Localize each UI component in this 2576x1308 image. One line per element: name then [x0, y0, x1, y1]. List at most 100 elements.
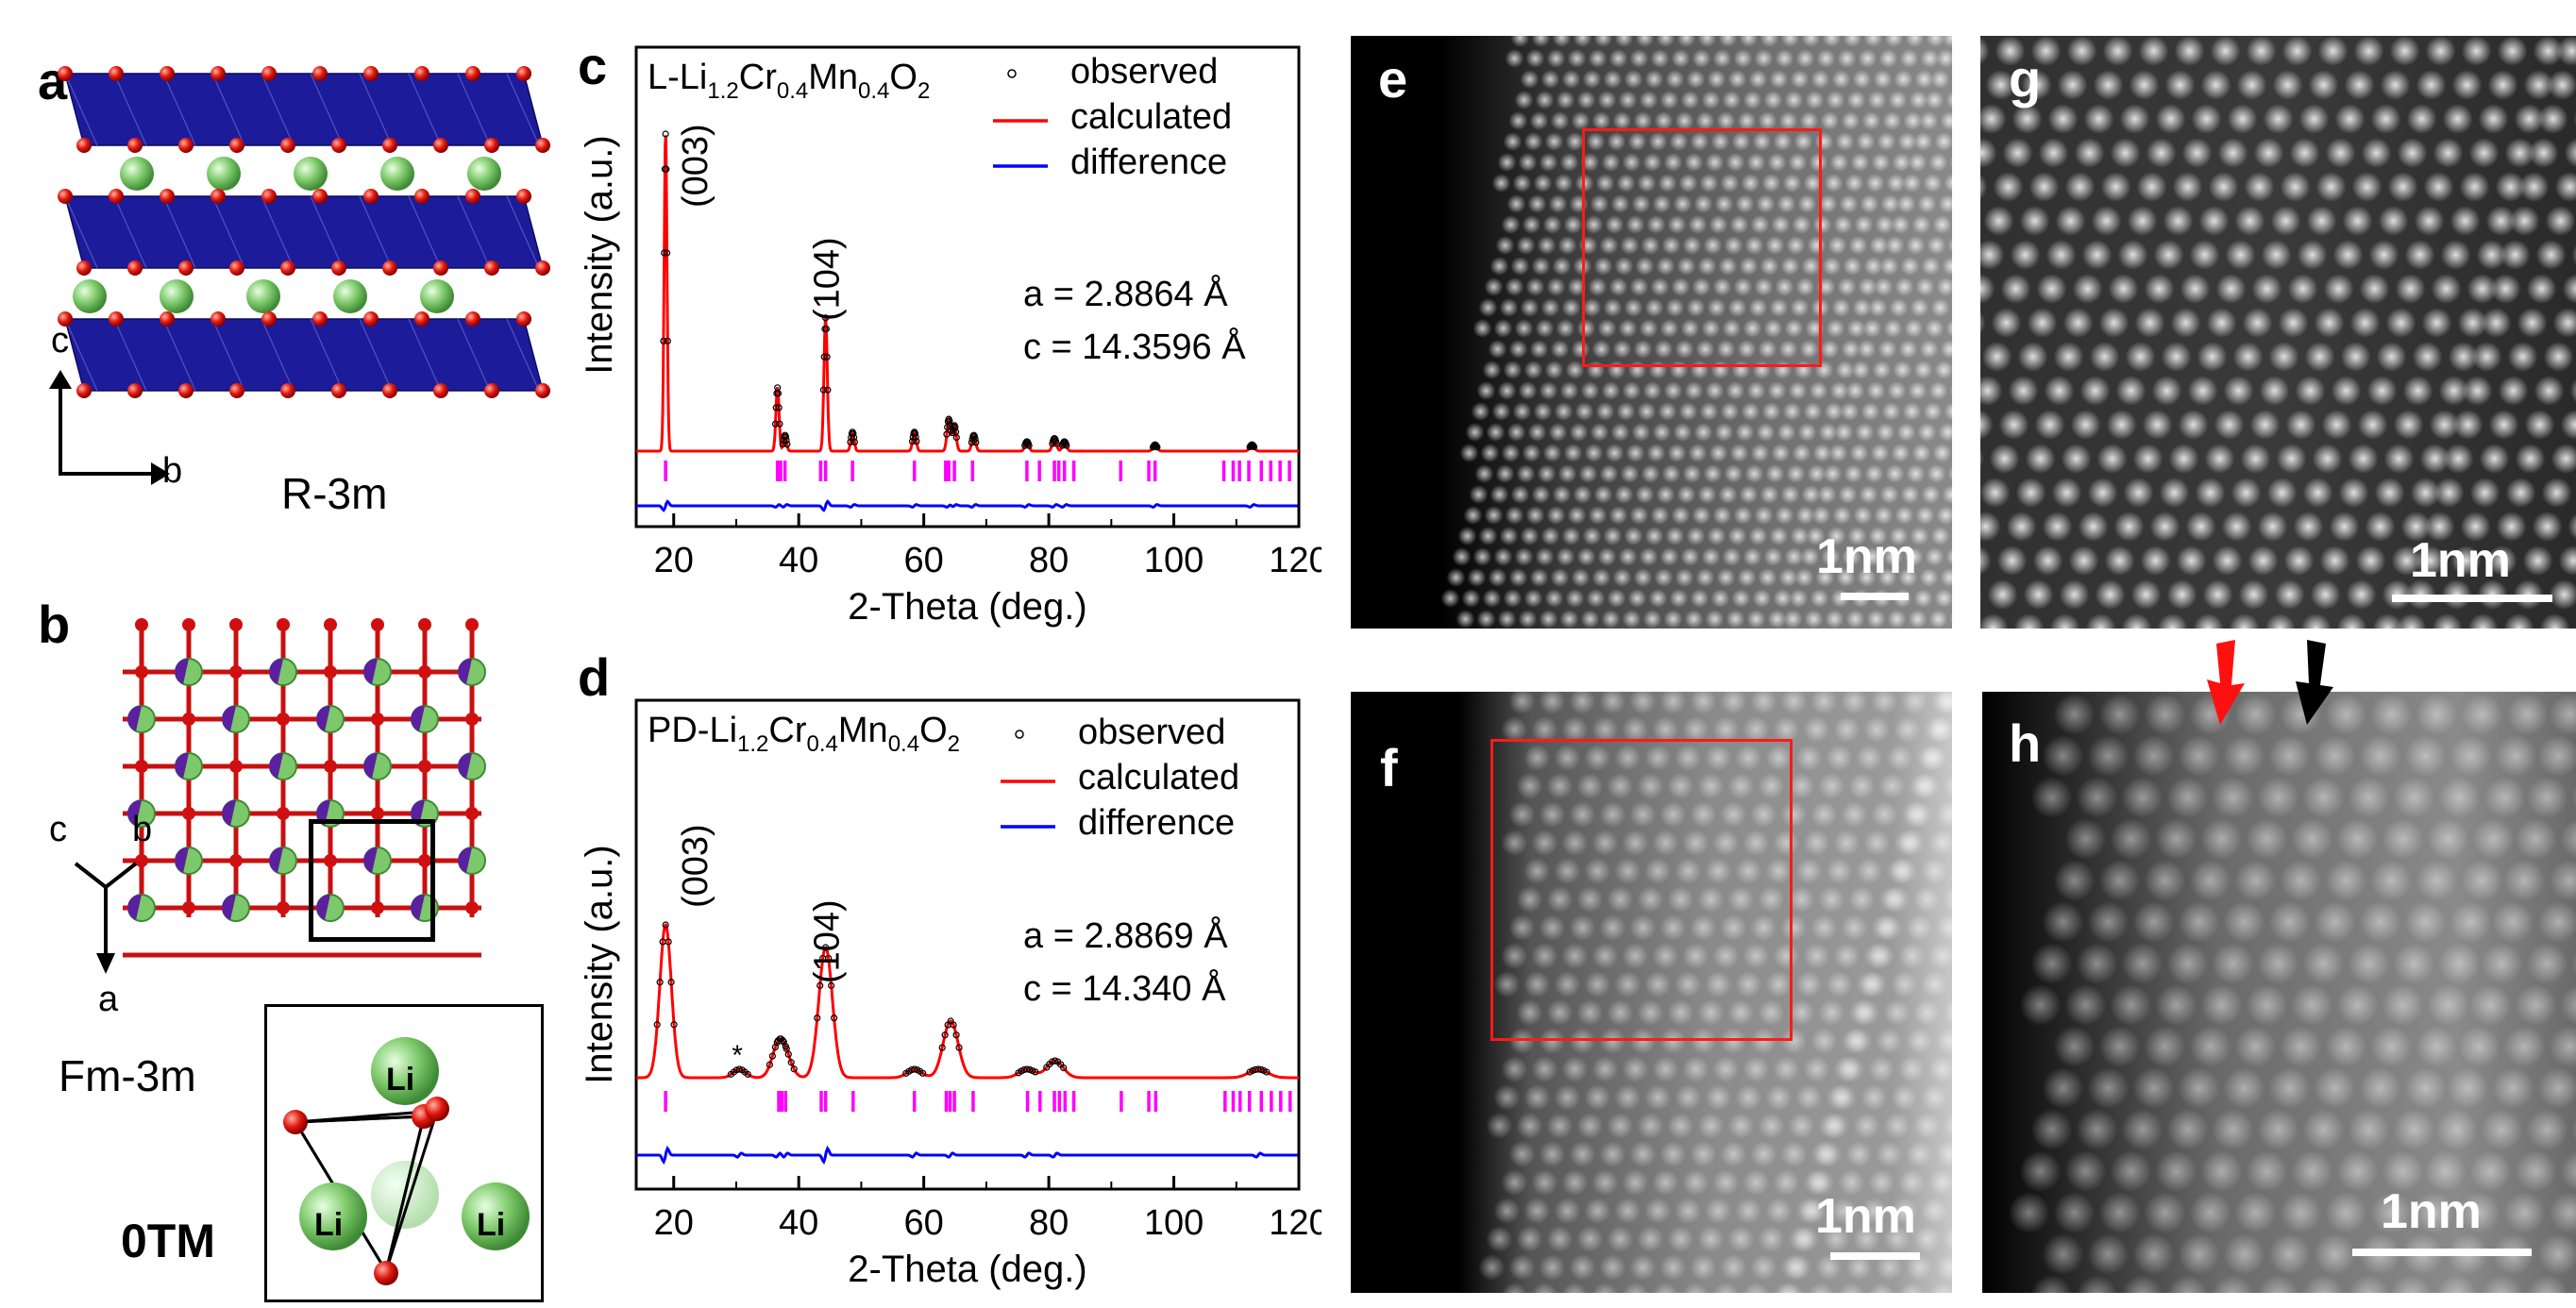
- lattice-c: c = 14.3596 Å: [1023, 326, 1246, 367]
- observed-point: [1060, 1064, 1068, 1072]
- oxygen-atom: [277, 618, 290, 631]
- observed-point: [814, 1015, 821, 1022]
- oxygen-atom: [135, 760, 148, 773]
- scale-bar-f: [1830, 1252, 1920, 1260]
- observed-point: [735, 1065, 743, 1073]
- observed-point: [663, 249, 671, 257]
- observed-point: [850, 438, 858, 446]
- li-atom: [420, 279, 454, 313]
- oxygen-atom: [280, 383, 295, 398]
- oxygen-atom: [160, 189, 175, 204]
- axis-c-arrowhead: [49, 370, 72, 389]
- oxygen-atom: [433, 138, 448, 153]
- observed-point: [970, 432, 978, 440]
- observed-point: [779, 1036, 786, 1045]
- oxygen-atom: [135, 618, 148, 631]
- observed-point: [784, 1050, 792, 1058]
- x-axis-label: 2-Theta (deg.): [848, 586, 1086, 628]
- axis-b-label-b: b: [132, 810, 153, 849]
- oxygen-atom: [465, 901, 479, 914]
- oxygen-atom: [418, 760, 431, 773]
- oxygen-atom: [331, 138, 346, 153]
- observed-point: [824, 386, 832, 394]
- oxygen-atom: [182, 618, 195, 631]
- oxygen-atom: [363, 189, 379, 204]
- oxygen-atom: [182, 713, 195, 726]
- oxygen-atom: [261, 189, 277, 204]
- zoom-region-box-f: [1490, 739, 1793, 1041]
- observed-point: [660, 337, 667, 344]
- oxygen-atom: [160, 311, 175, 327]
- oxygen-atom: [363, 311, 379, 327]
- li-atom: [207, 157, 241, 191]
- oxygen-atom: [312, 311, 328, 327]
- oxygen-atom: [229, 138, 244, 153]
- legend-entry: difference: [1078, 803, 1235, 843]
- observed-point: [744, 1070, 751, 1078]
- x-tick-label: 100: [1144, 1203, 1204, 1243]
- atomic-columns: [1980, 36, 2576, 629]
- oxygen-atom: [229, 618, 243, 631]
- oxygen-atom: [261, 66, 277, 81]
- oxygen-atom: [371, 713, 384, 726]
- li-atom: [467, 157, 501, 191]
- selected-cell-box: [309, 819, 435, 942]
- panel-label-h: h: [2009, 713, 2042, 773]
- peak-annotation: (003): [676, 124, 716, 208]
- panel-label-f: f: [1380, 738, 1398, 797]
- oxygen-atom: [324, 618, 337, 631]
- oxygen-atom: [418, 665, 431, 679]
- observed-point: [850, 433, 858, 442]
- 0tm-tetrahedron-inset: Li Li Li: [264, 1004, 544, 1302]
- observed-point: [819, 386, 828, 394]
- x-tick-label: 80: [1029, 1203, 1069, 1243]
- oxygen-atom: [76, 260, 92, 276]
- observed-point: [941, 1031, 949, 1039]
- oxygen-atom: [433, 260, 448, 276]
- observed-point: [1052, 440, 1060, 447]
- oxygen-atom: [58, 311, 73, 327]
- stem-image-e: 1nm: [1351, 36, 1952, 629]
- tm-octahedral-slab: [64, 73, 544, 146]
- observed-point: [912, 433, 919, 441]
- calculated-profile: [636, 923, 1299, 1080]
- observed-point: [919, 1069, 927, 1077]
- oxygen-atom: [363, 66, 379, 81]
- space-group-r3m: R-3m: [281, 469, 388, 518]
- tm-octahedral-slab: [64, 195, 544, 269]
- stem-image-h: 1nm: [1982, 692, 2576, 1293]
- observed-point: [1250, 443, 1258, 451]
- oxygen-atom: [280, 260, 295, 276]
- oxygen-atom: [324, 854, 337, 867]
- observed-point: [822, 325, 830, 333]
- observed-point: [779, 440, 787, 448]
- li-atom: [160, 279, 194, 313]
- oxygen-atom: [371, 901, 384, 914]
- oxygen-atom: [465, 618, 479, 631]
- observed-point: [850, 429, 857, 438]
- oxygen-atom: [160, 66, 175, 81]
- x-tick-label: 120: [1269, 1203, 1322, 1243]
- oxygen-atom: [135, 854, 148, 867]
- oxygen-atom: [465, 66, 480, 81]
- observed-point: [968, 439, 976, 446]
- observed-point: [911, 429, 919, 437]
- zoom-region-box-e: [1582, 128, 1822, 367]
- r3m-layered-structure: [58, 66, 550, 398]
- oxygen-atom: [178, 383, 194, 398]
- observed-point: [771, 420, 780, 428]
- chart-title: L-Li1.2Cr0.4Mn0.4O2: [648, 58, 930, 104]
- li-atom: [73, 279, 107, 313]
- legend-entry: difference: [1070, 143, 1227, 182]
- zero-tm-label: 0TM: [121, 1215, 215, 1267]
- oxygen-atom: [516, 66, 531, 81]
- oxygen-atom: [414, 189, 429, 204]
- oxygen-atom: [418, 854, 431, 867]
- li-atom: [380, 157, 414, 191]
- oxygen-atom: [312, 189, 328, 204]
- legend-observed-marker: [1007, 69, 1017, 78]
- observed-point: [776, 420, 783, 428]
- oxygen-atom: [535, 260, 550, 276]
- peak-annotation: (003): [676, 824, 716, 908]
- oxygen-atom: [210, 311, 226, 327]
